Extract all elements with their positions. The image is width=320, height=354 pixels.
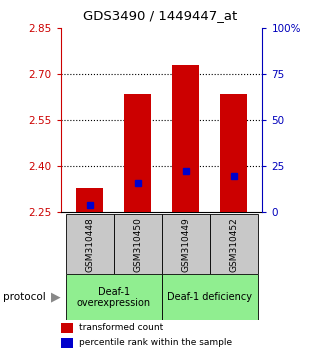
- Bar: [220, 94, 247, 212]
- Bar: [61, 324, 73, 333]
- Bar: [124, 94, 151, 212]
- Bar: [172, 65, 199, 212]
- Text: GSM310452: GSM310452: [229, 217, 238, 272]
- Text: GSM310448: GSM310448: [85, 217, 94, 272]
- Bar: [162, 214, 210, 274]
- Text: transformed count: transformed count: [79, 323, 163, 332]
- Bar: [61, 338, 73, 348]
- Bar: [76, 188, 103, 212]
- Bar: [210, 214, 258, 274]
- Bar: [162, 274, 258, 320]
- Text: GDS3490 / 1449447_at: GDS3490 / 1449447_at: [83, 9, 237, 22]
- Bar: [66, 214, 114, 274]
- Text: Deaf-1 deficiency: Deaf-1 deficiency: [167, 292, 252, 302]
- Text: protocol: protocol: [3, 292, 46, 302]
- Text: percentile rank within the sample: percentile rank within the sample: [79, 338, 232, 347]
- Text: Deaf-1
overexpression: Deaf-1 overexpression: [76, 286, 151, 308]
- Text: GSM310449: GSM310449: [181, 217, 190, 272]
- Bar: [114, 214, 162, 274]
- Text: ▶: ▶: [51, 291, 61, 304]
- Bar: [66, 274, 162, 320]
- Text: GSM310450: GSM310450: [133, 217, 142, 272]
